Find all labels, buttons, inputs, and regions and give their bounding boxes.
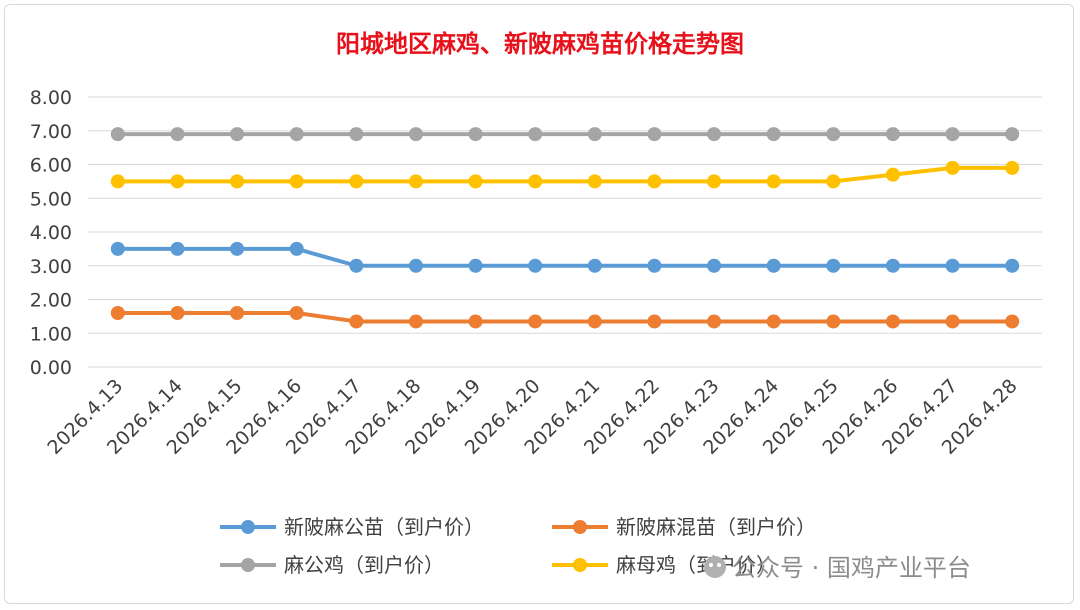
watermark: 公众号 · 国鸡产业平台 — [704, 554, 971, 582]
data-point — [528, 174, 543, 189]
data-point — [1005, 258, 1020, 273]
y-tick-label: 7.00 — [30, 121, 72, 143]
data-point — [170, 127, 185, 142]
y-tick-label: 6.00 — [30, 155, 72, 177]
data-point — [587, 174, 602, 189]
data-point — [945, 127, 960, 142]
data-point — [170, 241, 185, 256]
legend-label: 麻母鸡（到户价） — [616, 553, 776, 577]
data-point — [230, 306, 245, 320]
data-point — [587, 314, 602, 329]
legend-swatch-marker — [241, 558, 255, 572]
data-point — [289, 174, 304, 189]
series-line — [117, 311, 1013, 324]
data-point — [647, 174, 662, 189]
data-point — [349, 127, 364, 142]
data-point — [289, 127, 304, 142]
y-tick-label: 0.00 — [30, 357, 72, 379]
data-point — [647, 127, 662, 142]
y-tick-label: 1.00 — [30, 323, 72, 345]
data-point — [110, 306, 125, 320]
data-point — [468, 174, 483, 189]
data-point — [1005, 160, 1020, 175]
y-tick-label: 5.00 — [30, 188, 72, 210]
watermark-text: 公众号 · 国鸡产业平台 — [732, 554, 971, 582]
legend-swatch-marker — [573, 558, 587, 572]
data-point — [468, 258, 483, 273]
data-point — [826, 174, 841, 189]
data-point — [766, 127, 781, 142]
data-point — [170, 174, 185, 189]
data-point — [349, 174, 364, 189]
data-point — [170, 306, 185, 320]
data-point — [110, 174, 125, 189]
data-point — [707, 314, 722, 329]
data-point — [647, 258, 662, 273]
data-point — [468, 314, 483, 329]
data-point — [945, 160, 960, 175]
data-point — [1005, 127, 1020, 142]
x-axis-ticks: 2026.4.132026.4.142026.4.152026.4.162026… — [43, 375, 1021, 459]
legend-swatch-marker — [573, 520, 587, 534]
data-point — [408, 258, 423, 273]
data-point — [468, 127, 483, 142]
data-point — [230, 241, 245, 256]
data-point — [408, 174, 423, 189]
data-point — [885, 258, 900, 273]
chart-title: 阳城地区麻鸡、新陂麻鸡苗价格走势图 — [336, 29, 744, 58]
data-point — [528, 314, 543, 329]
data-point — [766, 174, 781, 189]
data-point — [349, 314, 364, 329]
data-point — [766, 258, 781, 273]
data-point — [885, 127, 900, 142]
data-point — [1005, 314, 1020, 329]
y-axis-ticks: 0.00 1.00 2.00 3.00 4.00 5.00 6.00 7.00 8.00 — [30, 87, 72, 379]
data-point — [707, 258, 722, 273]
series-line — [117, 246, 1013, 268]
series-line — [117, 165, 1013, 184]
data-point — [110, 241, 125, 256]
data-point — [528, 127, 543, 142]
series-lines — [110, 127, 1020, 329]
data-point — [230, 174, 245, 189]
data-point — [289, 306, 304, 320]
y-tick-label: 4.00 — [30, 222, 72, 244]
y-tick-label: 2.00 — [30, 290, 72, 312]
data-point — [408, 314, 423, 329]
data-point — [349, 258, 364, 273]
legend-swatch-marker — [241, 520, 255, 534]
data-point — [408, 127, 423, 142]
data-point — [289, 241, 304, 256]
data-point — [647, 314, 662, 329]
data-point — [945, 258, 960, 273]
data-point — [826, 127, 841, 142]
legend: 新陂麻公苗（到户价） 新陂麻混苗（到户价） 麻公鸡（到户价） 麻母鸡（到户价） — [220, 515, 816, 577]
data-point — [766, 314, 781, 329]
data-point — [587, 127, 602, 142]
y-tick-label: 3.00 — [30, 256, 72, 278]
data-point — [110, 127, 125, 142]
legend-label: 新陂麻公苗（到户价） — [284, 515, 484, 539]
data-point — [826, 314, 841, 329]
chart-frame — [4, 4, 1074, 604]
data-point — [707, 174, 722, 189]
data-point — [587, 258, 602, 273]
data-point — [885, 167, 900, 182]
data-point — [230, 127, 245, 142]
data-point — [826, 258, 841, 273]
data-point — [528, 258, 543, 273]
legend-label: 麻公鸡（到户价） — [284, 553, 444, 577]
wechat-icon — [704, 556, 726, 578]
data-point — [707, 127, 722, 142]
y-tick-label: 8.00 — [30, 87, 72, 109]
data-point — [885, 314, 900, 329]
legend-label: 新陂麻混苗（到户价） — [616, 515, 816, 539]
data-point — [945, 314, 960, 329]
